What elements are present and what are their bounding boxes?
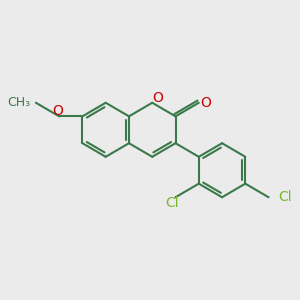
Text: Cl: Cl [165, 196, 179, 210]
Text: O: O [152, 92, 163, 105]
Text: O: O [200, 96, 211, 110]
Text: O: O [52, 104, 63, 118]
Text: Cl: Cl [279, 190, 292, 204]
Text: CH₃: CH₃ [8, 96, 31, 109]
